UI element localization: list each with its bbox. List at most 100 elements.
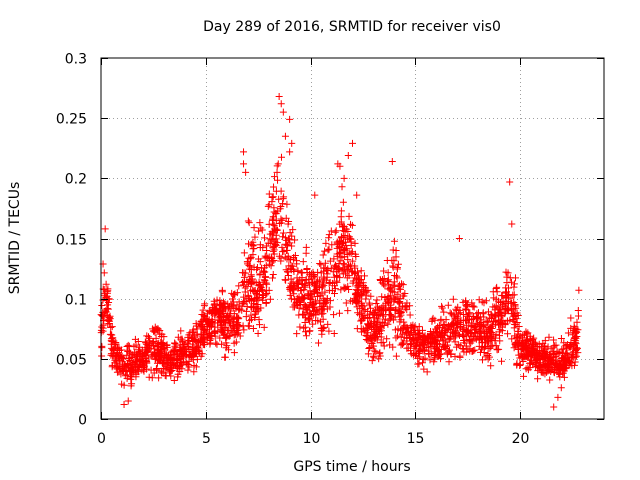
data-point	[358, 315, 366, 323]
data-point	[359, 325, 367, 333]
data-point	[269, 258, 277, 266]
data-point	[438, 304, 446, 312]
data-point	[216, 297, 224, 305]
data-point	[269, 215, 277, 223]
data-point	[367, 292, 375, 300]
data-point	[356, 305, 364, 313]
data-point	[550, 368, 558, 376]
data-point	[265, 220, 273, 228]
data-point	[444, 301, 452, 309]
data-point	[566, 358, 574, 366]
data-point	[240, 273, 248, 281]
data-point	[126, 350, 134, 358]
data-point	[464, 329, 472, 337]
data-point	[340, 261, 348, 269]
data-point	[521, 352, 529, 360]
data-points	[97, 93, 583, 411]
data-point	[502, 268, 510, 276]
data-point	[504, 304, 512, 312]
data-point	[348, 221, 356, 229]
data-point	[445, 335, 453, 343]
data-point	[135, 362, 143, 370]
data-point	[247, 240, 255, 248]
data-point	[241, 284, 249, 292]
data-point	[372, 300, 380, 308]
data-point	[361, 272, 369, 280]
data-point	[170, 355, 178, 363]
data-point	[227, 300, 235, 308]
data-point	[205, 331, 213, 339]
data-point	[440, 343, 448, 351]
data-point	[567, 314, 575, 322]
data-point	[434, 333, 442, 341]
data-point	[275, 252, 283, 260]
data-point	[253, 264, 261, 272]
y-tick-label: 0	[78, 413, 87, 429]
data-point	[385, 306, 393, 314]
data-point	[512, 334, 520, 342]
data-point	[146, 334, 154, 342]
data-point	[303, 268, 311, 276]
data-point	[246, 296, 254, 304]
data-point	[381, 282, 389, 290]
data-point	[409, 335, 417, 343]
data-point	[300, 293, 308, 301]
data-point	[328, 279, 336, 287]
data-point	[269, 193, 277, 201]
data-point	[544, 360, 552, 368]
data-point	[302, 243, 310, 251]
data-point	[253, 297, 261, 305]
data-point	[349, 257, 357, 265]
data-point	[524, 364, 532, 372]
data-point	[293, 298, 301, 306]
data-point	[307, 270, 315, 278]
data-point	[337, 286, 345, 294]
data-point	[368, 357, 376, 365]
data-point	[361, 284, 369, 292]
data-point	[260, 234, 268, 242]
data-point	[565, 356, 573, 364]
data-point	[249, 242, 257, 250]
data-point	[541, 346, 549, 354]
data-point	[388, 256, 396, 264]
data-point	[335, 265, 343, 273]
data-point	[207, 322, 215, 330]
data-point	[480, 322, 488, 330]
data-point	[353, 286, 361, 294]
data-point	[268, 274, 276, 282]
data-point	[347, 220, 355, 228]
data-point	[100, 285, 108, 293]
data-point	[491, 303, 499, 311]
data-point	[504, 298, 512, 306]
data-point	[475, 296, 483, 304]
data-point	[499, 301, 507, 309]
data-point	[149, 325, 157, 333]
data-point	[364, 350, 372, 358]
data-point	[125, 342, 133, 350]
data-point	[546, 355, 554, 363]
data-point	[544, 343, 552, 351]
data-point	[137, 366, 145, 374]
data-point	[277, 203, 285, 211]
data-point	[266, 235, 274, 243]
data-point	[311, 273, 319, 281]
data-point	[389, 262, 397, 270]
data-point	[342, 242, 350, 250]
data-point	[410, 334, 418, 342]
x-tick-label: 5	[202, 431, 211, 447]
data-point	[269, 236, 277, 244]
data-point	[111, 359, 119, 367]
y-axis-label: SRMTID / TECUs	[7, 182, 23, 295]
data-point	[560, 339, 568, 347]
data-point	[419, 359, 427, 367]
data-point	[392, 246, 400, 254]
data-point	[512, 315, 520, 323]
data-point	[449, 295, 457, 303]
data-point	[407, 347, 415, 355]
data-point	[418, 326, 426, 334]
data-point	[200, 302, 208, 310]
data-point	[118, 380, 126, 388]
data-point	[193, 325, 201, 333]
grid-lines	[101, 58, 604, 419]
data-point	[169, 347, 177, 355]
